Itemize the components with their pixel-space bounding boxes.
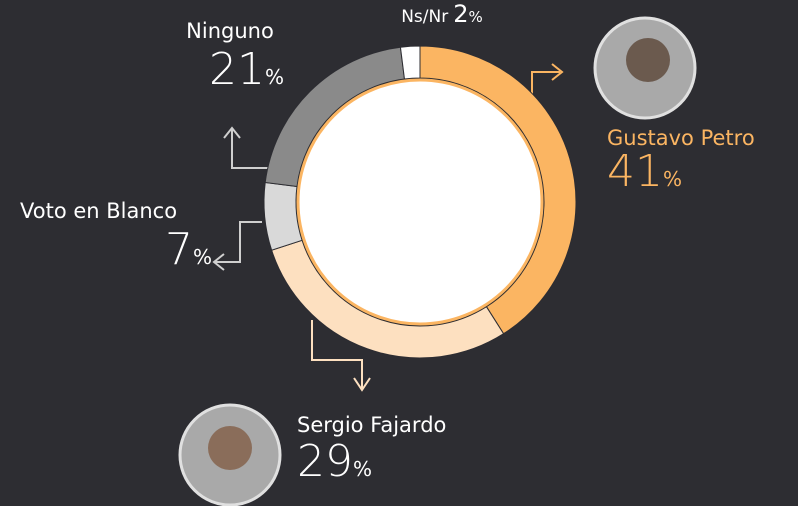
photo-face	[208, 426, 252, 470]
category-label: Voto en Blanco	[20, 199, 177, 223]
value: 41%	[607, 146, 682, 197]
value-label: 7	[165, 224, 193, 275]
value-label: 21	[209, 44, 265, 95]
arrow	[212, 221, 262, 271]
value-unit: %	[469, 8, 483, 26]
category-label: Ninguno	[186, 19, 274, 43]
arrow	[311, 320, 371, 392]
value: 21%	[209, 44, 284, 95]
photo-face	[626, 38, 670, 82]
donut	[263, 45, 577, 359]
donut-segment	[399, 45, 421, 80]
value: 7%	[165, 224, 212, 275]
category-label: Ns/Nr	[401, 7, 448, 27]
arrow	[223, 126, 268, 169]
donut-center	[296, 78, 544, 326]
value-unit: %	[265, 65, 284, 89]
value-unit: %	[663, 167, 682, 191]
value: 29%	[297, 436, 372, 487]
category-label: Gustavo Petro	[607, 126, 755, 150]
category-label: Sergio Fajardo	[297, 413, 446, 437]
donut-segment	[263, 181, 303, 251]
value-label: 29	[297, 436, 353, 487]
value-label: 41	[607, 146, 663, 197]
value-label: 2	[453, 0, 468, 28]
arrows	[212, 63, 564, 392]
arrow	[531, 63, 564, 95]
value-unit: %	[353, 457, 372, 481]
value-unit: %	[193, 245, 212, 269]
label: Ns/Nr 2%	[401, 0, 483, 28]
